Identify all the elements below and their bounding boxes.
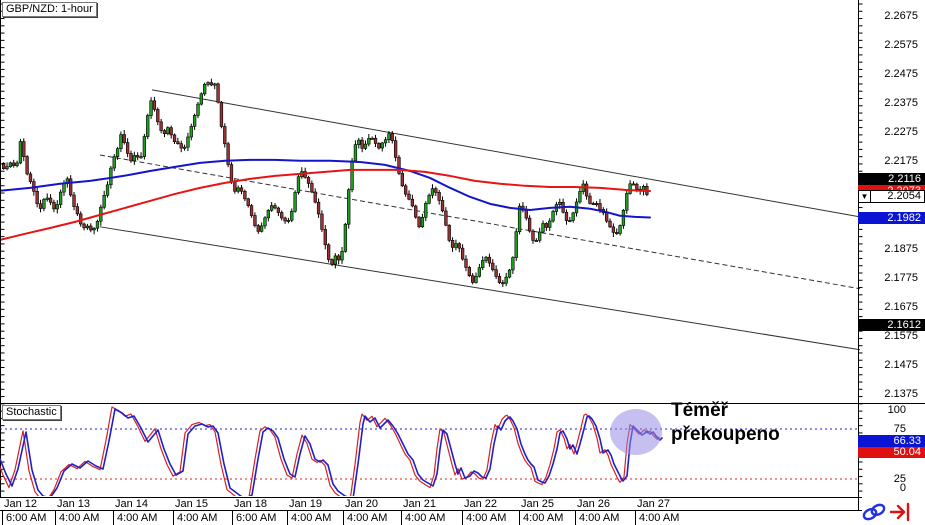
stoch-tag-red: 50.04 xyxy=(858,445,925,458)
date-label: Jan 26 xyxy=(577,498,611,510)
stoch-axis-label: 0 xyxy=(899,482,906,494)
price-marker-icon: ▼ xyxy=(858,190,871,204)
date-label: Jan 20 xyxy=(345,498,379,510)
stoch-axis-label: 100 xyxy=(887,404,906,416)
stoch-axis-label: 75 xyxy=(893,423,906,435)
price-axis-label: 2.2275 xyxy=(884,126,918,139)
time-label: 4:00 AM xyxy=(405,512,446,524)
date-label: Jan 19 xyxy=(289,498,323,510)
price-axis-label: 2.2475 xyxy=(884,68,918,81)
time-label: 4:00 AM xyxy=(177,512,218,524)
time-label: 4:00 AM xyxy=(347,512,388,524)
stoch-d-line xyxy=(0,406,660,496)
price-axis-label: 2.1875 xyxy=(884,242,918,255)
link-icon[interactable] xyxy=(860,502,888,522)
date-label: Jan 15 xyxy=(175,498,209,510)
price-tag-black: 2.1612 xyxy=(858,319,925,332)
price-axis-label: 2.2675 xyxy=(884,10,918,22)
annotation-line-2: překoupeno xyxy=(671,424,780,445)
date-label: Jan 27 xyxy=(637,498,671,510)
current-price-value: 2.2054 xyxy=(871,190,925,204)
price-tag-blue: 2.1982 xyxy=(858,211,925,224)
price-axis-label: 2.1675 xyxy=(884,300,918,313)
export-icon[interactable] xyxy=(889,502,915,522)
time-label: 4:00 AM xyxy=(466,512,507,524)
channel-line-upper xyxy=(151,89,861,218)
price-axis-label: 2.2175 xyxy=(884,155,918,168)
price-axis-label: 2.1575 xyxy=(884,329,918,342)
stochastic-indicator-label: Stochastic xyxy=(2,405,61,420)
date-label: Jan 13 xyxy=(57,498,91,510)
channel-line-lower xyxy=(99,226,861,351)
stoch-k-line xyxy=(0,408,663,496)
ma-fast-line xyxy=(0,158,651,219)
date-label: Jan 25 xyxy=(521,498,555,510)
annotation-line-1: Téměř xyxy=(671,400,729,421)
time-label: 6:00 AM xyxy=(236,512,277,524)
time-label: 4:00 AM xyxy=(59,512,100,524)
time-label: 4:00 AM xyxy=(291,512,332,524)
symbol-timeframe-label: GBP/NZD: 1-hour xyxy=(2,2,97,17)
channel-line-middle xyxy=(99,154,861,290)
price-tag-black: 2.2116 xyxy=(858,172,925,185)
annotation-overbought: Téměř překoupeno xyxy=(671,399,780,447)
date-label: Jan 22 xyxy=(464,498,498,510)
price-axis-label: 2.2375 xyxy=(884,97,918,110)
stoch-axis-label: 25 xyxy=(893,473,906,485)
date-label: Jan 21 xyxy=(403,498,437,510)
overbought-highlight-ellipse xyxy=(610,409,662,455)
price-axis-label: 2.1375 xyxy=(884,388,918,400)
ma-slow-line xyxy=(0,168,651,241)
stoch-tag-blue: 66.33 xyxy=(858,434,925,447)
time-label: 4:00 AM xyxy=(639,512,680,524)
candles xyxy=(2,78,649,288)
date-label: Jan 14 xyxy=(115,498,149,510)
time-label: 6:00 AM xyxy=(6,512,47,524)
price-axis-label: 2.2575 xyxy=(884,39,918,52)
date-label: Jan 18 xyxy=(234,498,268,510)
time-label: 4:00 AM xyxy=(523,512,564,524)
time-label: 4:00 AM xyxy=(117,512,158,524)
date-label: Jan 12 xyxy=(4,498,38,510)
current-price-tag: ▼ 2.2054 xyxy=(858,190,925,204)
price-axis-label: 2.1475 xyxy=(884,358,918,371)
time-label: 4:00 AM xyxy=(579,512,620,524)
price-axis-label: 2.1775 xyxy=(884,271,918,284)
stochastic-lines xyxy=(0,406,663,496)
